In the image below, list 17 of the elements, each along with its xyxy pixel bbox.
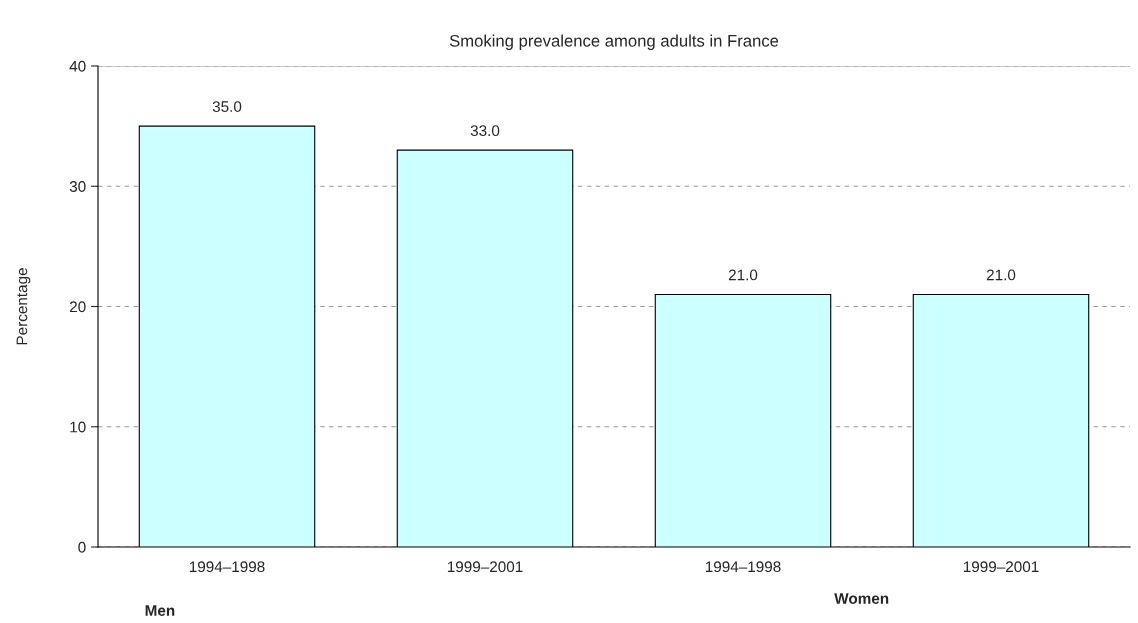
data-label: 33.0 — [470, 125, 500, 137]
data-label: 35.0 — [212, 101, 242, 112]
y-tick-label: 30 — [69, 181, 86, 192]
data-label: 21.0 — [986, 269, 1016, 281]
y-tick-label: 40 — [69, 60, 86, 72]
x-tick-label: 1994–1998 — [189, 561, 265, 573]
y-tick-label: 20 — [69, 301, 86, 313]
y-tick-label: 10 — [70, 421, 86, 433]
x-tick-label: 1999–2001 — [447, 561, 523, 573]
chart-title: Smoking prevalence among adults in France — [449, 34, 779, 51]
y-tick-label: 0 — [78, 541, 86, 553]
y-axis-title: Percentage — [16, 268, 31, 345]
text: Women — [834, 593, 889, 604]
data-label: 21.0 — [728, 269, 758, 281]
x-tick-label: 1999–2001 — [963, 561, 1039, 573]
text: Men — [145, 605, 175, 616]
x-tick-label: 1994–1998 — [705, 561, 781, 573]
